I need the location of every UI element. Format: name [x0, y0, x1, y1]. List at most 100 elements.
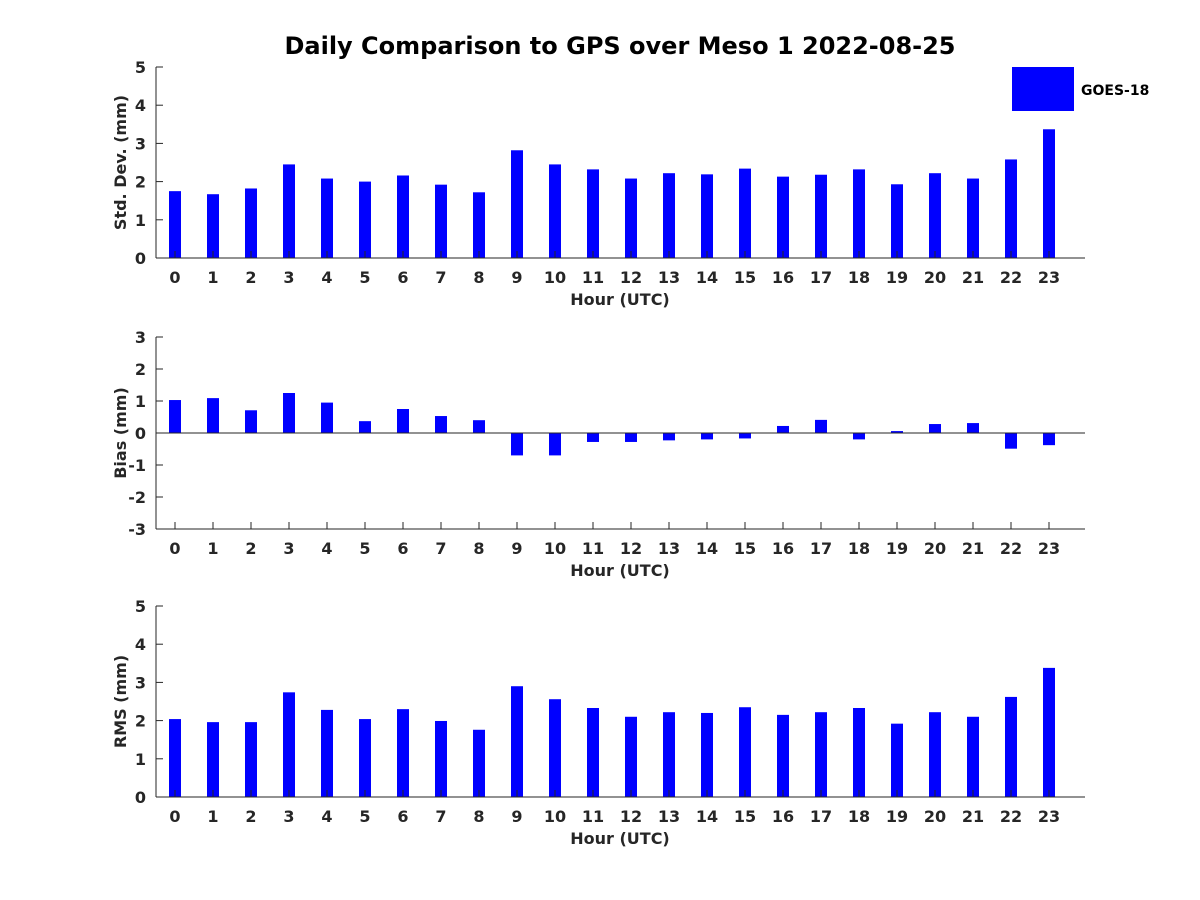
y-axis-label-rms: RMS (mm) — [111, 655, 130, 748]
bar-std-dev-hour-23 — [1043, 129, 1055, 258]
bar-rms-hour-12 — [625, 716, 637, 797]
legend-swatch — [1012, 67, 1074, 111]
bar-std-dev-hour-19 — [891, 184, 903, 258]
bar-bias-hour-12 — [625, 433, 637, 442]
bar-rms-hour-13 — [663, 712, 675, 797]
x-tick-label-rms: 15 — [734, 807, 756, 826]
bar-bias-hour-17 — [815, 419, 827, 433]
bar-bias-hour-16 — [777, 425, 789, 433]
bar-bias-hour-13 — [663, 433, 675, 441]
x-tick-label-bias: 2 — [245, 539, 256, 558]
legend-label: GOES-18 — [1081, 83, 1149, 99]
x-tick-label-std-dev: 2 — [245, 268, 256, 287]
chart-title: Daily Comparison to GPS over Meso 1 2022… — [284, 32, 955, 60]
y-tick-label-std-dev: 1 — [135, 211, 146, 230]
bar-bias-hour-1 — [207, 398, 219, 433]
x-tick-label-std-dev: 6 — [397, 268, 408, 287]
x-tick-label-rms: 13 — [658, 807, 680, 826]
x-tick-label-std-dev: 21 — [962, 268, 984, 287]
bar-bias-hour-5 — [359, 421, 371, 433]
x-tick-label-std-dev: 23 — [1038, 268, 1060, 287]
x-axis-label-rms: Hour (UTC) — [570, 829, 670, 848]
bar-std-dev-hour-6 — [397, 175, 409, 258]
x-tick-label-rms: 12 — [620, 807, 642, 826]
bar-std-dev-hour-16 — [777, 176, 789, 258]
bar-bias-hour-10 — [549, 433, 561, 456]
bar-bias-hour-11 — [587, 433, 599, 442]
x-tick-label-bias: 9 — [511, 539, 522, 558]
x-tick-label-bias: 12 — [620, 539, 642, 558]
bar-rms-hour-11 — [587, 707, 599, 797]
x-tick-label-rms: 7 — [435, 807, 446, 826]
y-tick-label-bias: 0 — [135, 424, 146, 443]
y-axis-label-bias: Bias (mm) — [111, 387, 130, 479]
x-tick-label-bias: 22 — [1000, 539, 1022, 558]
x-tick-label-std-dev: 7 — [435, 268, 446, 287]
x-tick-label-std-dev: 9 — [511, 268, 522, 287]
x-tick-label-bias: 18 — [848, 539, 870, 558]
x-tick-label-std-dev: 5 — [359, 268, 370, 287]
bar-rms-hour-10 — [549, 699, 561, 797]
y-tick-label-bias: -3 — [128, 520, 146, 539]
bar-std-dev-hour-11 — [587, 169, 599, 258]
y-tick-label-std-dev: 4 — [135, 96, 146, 115]
x-tick-label-std-dev: 19 — [886, 268, 908, 287]
bar-std-dev-hour-9 — [511, 150, 523, 258]
bar-bias-hour-2 — [245, 410, 257, 433]
bar-rms-hour-20 — [929, 712, 941, 797]
bar-rms-hour-6 — [397, 709, 409, 797]
x-tick-label-bias: 5 — [359, 539, 370, 558]
x-tick-label-bias: 7 — [435, 539, 446, 558]
y-tick-label-std-dev: 5 — [135, 58, 146, 77]
bar-std-dev-hour-22 — [1005, 159, 1017, 258]
x-tick-label-std-dev: 8 — [473, 268, 484, 287]
x-tick-label-std-dev: 13 — [658, 268, 680, 287]
x-tick-label-rms: 21 — [962, 807, 984, 826]
bar-bias-hour-23 — [1043, 433, 1055, 446]
x-tick-label-rms: 17 — [810, 807, 832, 826]
y-tick-label-bias: 2 — [135, 360, 146, 379]
x-tick-label-bias: 20 — [924, 539, 946, 558]
x-tick-label-bias: 19 — [886, 539, 908, 558]
bar-bias-hour-6 — [397, 409, 409, 433]
x-tick-label-rms: 9 — [511, 807, 522, 826]
x-tick-label-std-dev: 15 — [734, 268, 756, 287]
x-tick-label-rms: 10 — [544, 807, 566, 826]
y-tick-label-std-dev: 2 — [135, 173, 146, 192]
bar-std-dev-hour-14 — [701, 174, 713, 258]
bar-rms-hour-2 — [245, 722, 257, 797]
x-tick-label-rms: 23 — [1038, 807, 1060, 826]
bar-rms-hour-7 — [435, 720, 447, 797]
x-tick-label-std-dev: 10 — [544, 268, 566, 287]
x-tick-label-bias: 23 — [1038, 539, 1060, 558]
x-tick-label-rms: 16 — [772, 807, 794, 826]
bar-bias-hour-7 — [435, 416, 447, 433]
x-tick-label-rms: 8 — [473, 807, 484, 826]
bar-rms-hour-9 — [511, 686, 523, 797]
bar-std-dev-hour-18 — [853, 169, 865, 258]
x-tick-label-std-dev: 12 — [620, 268, 642, 287]
x-tick-label-rms: 2 — [245, 807, 256, 826]
x-tick-label-bias: 16 — [772, 539, 794, 558]
x-tick-label-bias: 15 — [734, 539, 756, 558]
bar-rms-hour-8 — [473, 729, 485, 797]
bar-bias-hour-20 — [929, 424, 941, 433]
x-tick-label-rms: 22 — [1000, 807, 1022, 826]
bar-rms-hour-16 — [777, 714, 789, 797]
bar-rms-hour-0 — [169, 719, 181, 797]
y-tick-label-bias: -2 — [128, 488, 146, 507]
bar-rms-hour-5 — [359, 719, 371, 797]
y-tick-label-bias: 1 — [135, 392, 146, 411]
bar-std-dev-hour-10 — [549, 164, 561, 258]
y-tick-label-rms: 5 — [135, 597, 146, 616]
bar-bias-hour-15 — [739, 433, 751, 439]
x-tick-label-rms: 5 — [359, 807, 370, 826]
y-tick-label-rms: 4 — [135, 635, 146, 654]
bar-bias-hour-22 — [1005, 433, 1017, 449]
bar-std-dev-hour-20 — [929, 173, 941, 258]
bar-std-dev-hour-13 — [663, 173, 675, 258]
x-tick-label-std-dev: 14 — [696, 268, 718, 287]
x-tick-label-std-dev: 3 — [283, 268, 294, 287]
x-tick-label-bias: 3 — [283, 539, 294, 558]
